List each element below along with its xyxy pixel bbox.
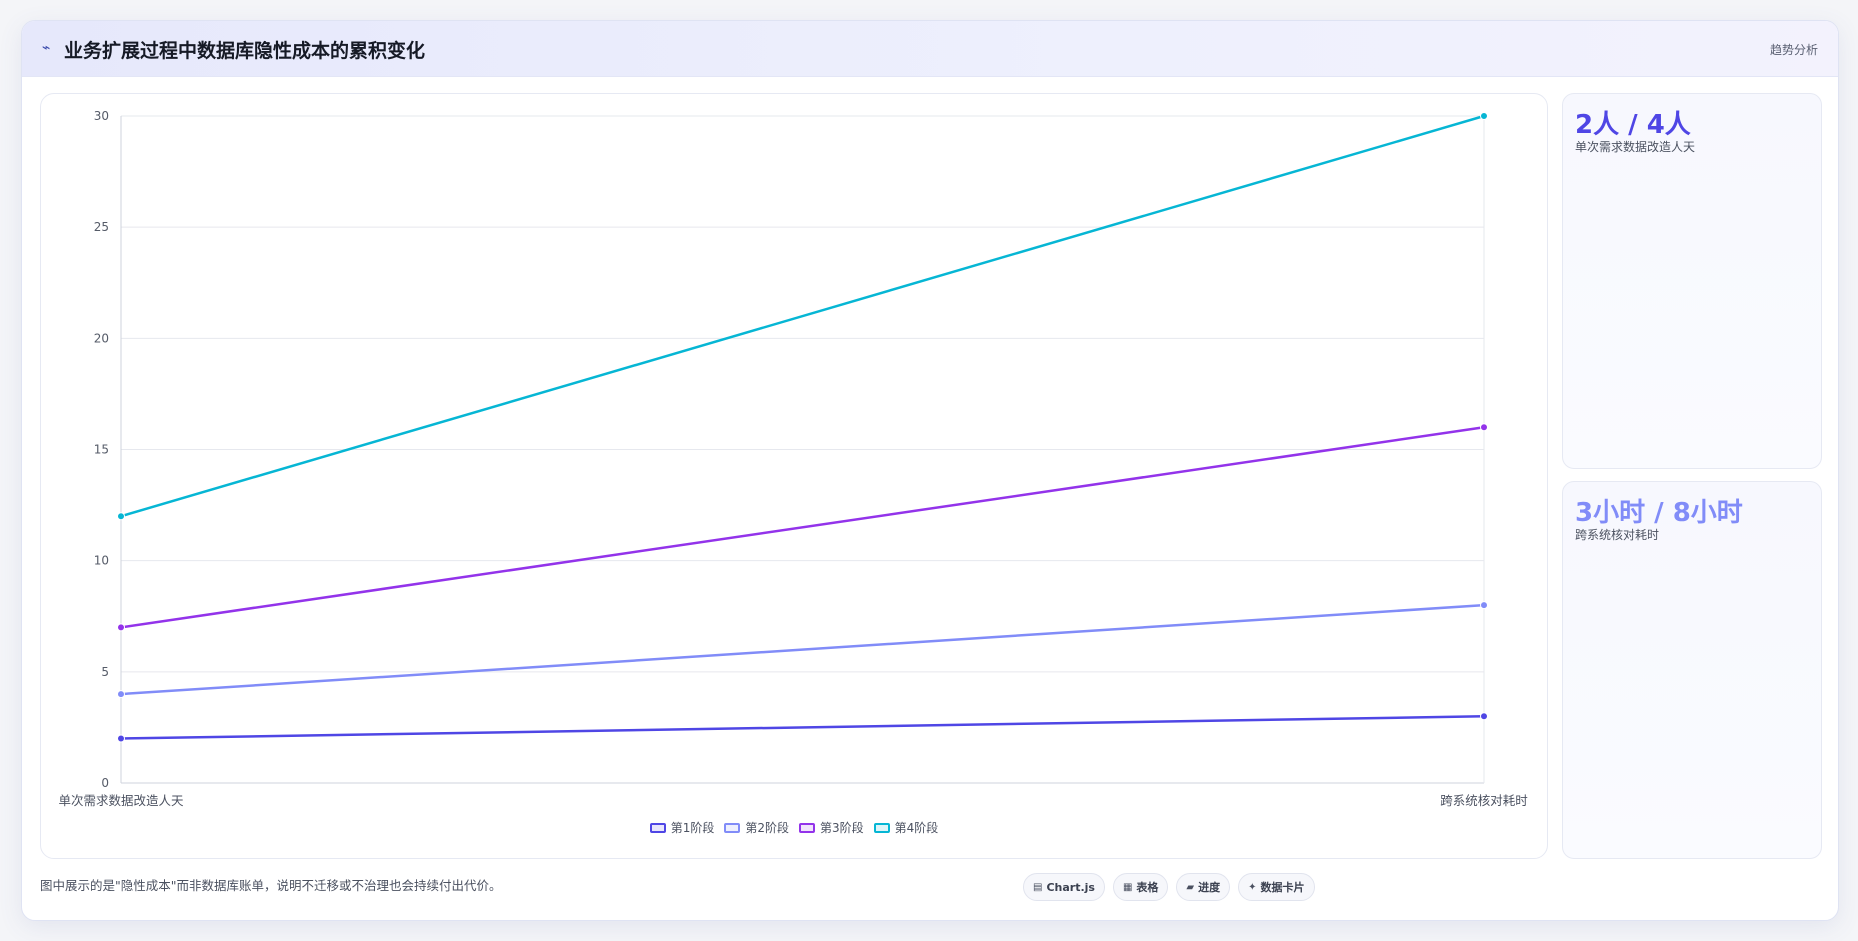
x-tick-label: 单次需求数据改造人天 xyxy=(58,793,184,808)
stat-label: 单次需求数据改造人天 xyxy=(1575,140,1696,154)
badge-table[interactable]: ▦ 表格 xyxy=(1112,873,1169,901)
legend-swatch xyxy=(649,822,666,833)
y-tick-label: 10 xyxy=(94,554,109,568)
stat-card-rework-days: 2人 / 4人 单次需求数据改造人天 xyxy=(1562,93,1822,469)
legend-item[interactable]: 第1阶段 xyxy=(649,819,715,836)
series-line xyxy=(120,715,1485,740)
badge-label: 表格 xyxy=(1136,881,1159,894)
legend-label: 第3阶段 xyxy=(820,821,864,835)
legend-swatch xyxy=(724,822,741,833)
y-tick-label: 0 xyxy=(101,776,109,790)
series-line xyxy=(120,603,1485,696)
badge-chartjs[interactable]: ▤ Chart.js xyxy=(1023,873,1105,901)
chart-footnote: 图中展示的是"隐性成本"而非数据库账单，说明不迁移或不治理也会持续付出代价。 xyxy=(40,878,502,893)
stat-value: 3小时 / 8小时 xyxy=(1575,498,1743,528)
badge-label: 数据卡片 xyxy=(1260,881,1305,894)
legend-item[interactable]: 第4阶段 xyxy=(873,819,939,836)
chart-icon: ▤ xyxy=(1033,881,1043,893)
badge-label: Chart.js xyxy=(1046,880,1095,894)
data-point xyxy=(1480,601,1488,610)
stat-card-reconcile-time: 3小时 / 8小时 跨系统核对耗时 xyxy=(1562,481,1822,859)
legend-label: 第2阶段 xyxy=(745,821,789,835)
series-line xyxy=(120,114,1485,518)
data-point xyxy=(117,623,125,632)
chart-card: 0 5 10 15 20 25 30 单次需求数据改造人天 跨系统核对耗时 第1阶段 第2阶段 第3… xyxy=(40,93,1548,859)
stat-value: 2人 / 4人 xyxy=(1575,110,1691,140)
progress-icon: ▰ xyxy=(1186,881,1195,893)
data-point xyxy=(1480,712,1488,721)
analysis-tag: 趋势分析 xyxy=(1769,43,1818,57)
sparkle-icon: ✦ xyxy=(1248,881,1257,893)
x-tick-label: 跨系统核对耗时 xyxy=(1440,793,1528,808)
legend-item[interactable]: 第2阶段 xyxy=(724,819,789,836)
data-point xyxy=(117,690,125,699)
trend-line-icon: ⌁ xyxy=(42,40,51,56)
badge-label: 进度 xyxy=(1198,881,1221,894)
badge-progress[interactable]: ▰ 进度 xyxy=(1176,873,1231,901)
stat-label: 跨系统核对耗时 xyxy=(1575,528,1660,542)
data-point xyxy=(117,512,125,521)
legend-label: 第4阶段 xyxy=(894,821,939,835)
data-point xyxy=(117,734,125,743)
data-point xyxy=(1480,423,1488,432)
data-point xyxy=(1480,112,1488,120)
legend-label: 第1阶段 xyxy=(670,821,715,835)
line-chart: 0 5 10 15 20 25 30 单次需求数据改造人天 跨系统核对耗时 xyxy=(58,109,1528,808)
legend-swatch xyxy=(799,822,815,833)
table-icon: ▦ xyxy=(1122,881,1133,893)
dashboard-panel: ⌁ 业务扩展过程中数据库隐性成本的累积变化 趋势分析 0 5 10 15 20 25 30 单… xyxy=(21,20,1839,921)
y-tick-label: 30 xyxy=(94,109,109,123)
chart-legend: 第1阶段 第2阶段 第3阶段 第4阶段 xyxy=(41,819,1547,836)
legend-item[interactable]: 第3阶段 xyxy=(799,819,864,836)
panel-header: ⌁ 业务扩展过程中数据库隐性成本的累积变化 趋势分析 xyxy=(22,21,1838,77)
series-line xyxy=(120,426,1485,629)
panel-title: 业务扩展过程中数据库隐性成本的累积变化 xyxy=(64,40,426,62)
y-tick-label: 15 xyxy=(94,443,109,457)
legend-swatch xyxy=(873,822,890,833)
y-tick-label: 25 xyxy=(94,220,109,234)
y-tick-label: 20 xyxy=(94,331,109,345)
feature-badges: ▤ Chart.js ▦ 表格 ▰ 进度 ✦ 数据卡片 xyxy=(1023,873,1315,901)
y-tick-label: 5 xyxy=(101,665,109,679)
badge-data-card[interactable]: ✦ 数据卡片 xyxy=(1238,873,1315,901)
